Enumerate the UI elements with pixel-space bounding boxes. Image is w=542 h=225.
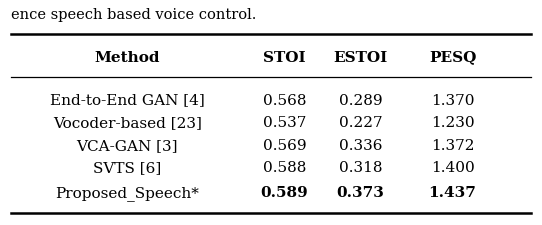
Text: 0.318: 0.318 [339,161,382,175]
Text: STOI: STOI [263,50,306,64]
Text: 0.568: 0.568 [263,93,306,107]
Text: 0.569: 0.569 [263,138,306,152]
Text: PESQ: PESQ [429,50,476,64]
Text: 0.537: 0.537 [263,116,306,130]
Text: 0.289: 0.289 [339,93,382,107]
Text: 0.373: 0.373 [337,185,384,199]
Text: 1.230: 1.230 [431,116,474,130]
Text: ESTOI: ESTOI [333,50,388,64]
Text: Vocoder-based [23]: Vocoder-based [23] [53,116,202,130]
Text: 1.370: 1.370 [431,93,474,107]
Text: 0.336: 0.336 [339,138,382,152]
Text: 1.372: 1.372 [431,138,474,152]
Text: Proposed_Speech*: Proposed_Speech* [55,185,199,200]
Text: Method: Method [95,50,160,64]
Text: End-to-End GAN [4]: End-to-End GAN [4] [50,93,205,107]
Text: SVTS [6]: SVTS [6] [93,161,162,175]
Text: 1.400: 1.400 [431,161,474,175]
Text: 1.437: 1.437 [429,185,476,199]
Text: 0.227: 0.227 [339,116,382,130]
Text: 0.588: 0.588 [263,161,306,175]
Text: VCA-GAN [3]: VCA-GAN [3] [76,138,178,152]
Text: 0.589: 0.589 [261,185,308,199]
Text: ence speech based voice control.: ence speech based voice control. [11,8,256,22]
